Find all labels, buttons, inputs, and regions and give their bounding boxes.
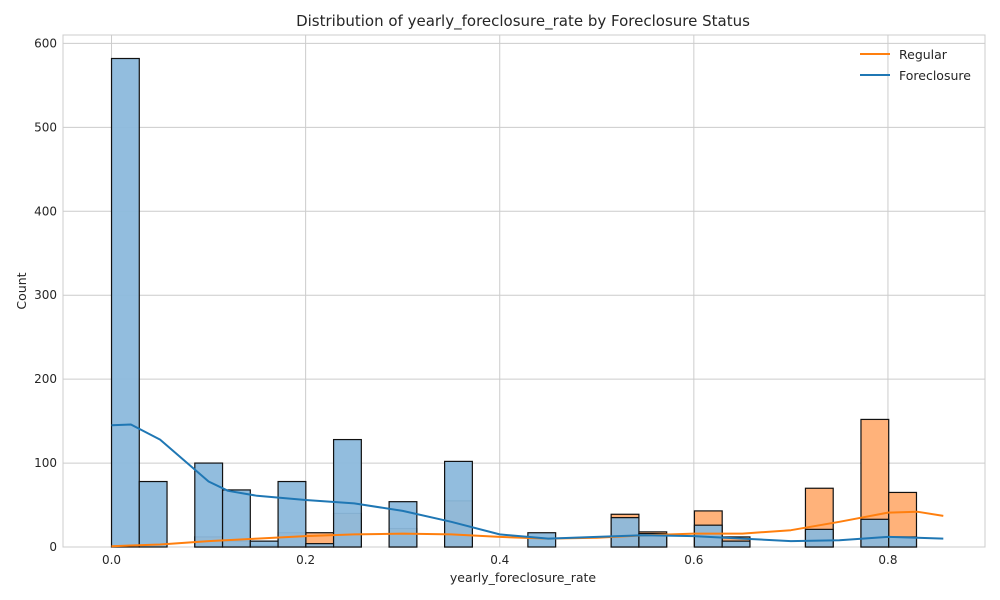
foreclosure-bar	[638, 532, 668, 548]
y-tick-label: 0	[49, 540, 57, 554]
foreclosure-kde-line	[111, 423, 944, 543]
tick-labels: 0.0 0.2 0.4 0.6 0.8 0 100 200 300 400 500 600	[34, 36, 897, 567]
foreclosure-bar	[221, 489, 251, 548]
y-tick-label: 300	[34, 288, 57, 302]
foreclosure-bar	[860, 518, 890, 548]
foreclosure-bar	[721, 540, 751, 548]
x-tick-label: 0.8	[878, 553, 897, 567]
y-tick-label: 200	[34, 372, 57, 386]
y-tick-label: 100	[34, 456, 57, 470]
foreclosure-bar	[138, 480, 168, 548]
x-tick-label: 0.6	[684, 553, 703, 567]
x-axis-label: yearly_foreclosure_rate	[450, 570, 597, 585]
foreclosure-bar	[110, 57, 140, 548]
foreclosure-bar	[249, 540, 279, 548]
plot-area	[62, 34, 986, 548]
foreclosure-bar	[804, 528, 834, 548]
kde-curves	[111, 423, 944, 548]
foreclosure-bar	[332, 438, 362, 548]
legend-label-foreclosure: Foreclosure	[899, 68, 971, 83]
y-tick-label: 400	[34, 204, 57, 218]
y-axis-label: Count	[14, 272, 29, 309]
foreclosure-bar	[305, 543, 335, 548]
y-tick-label: 600	[34, 36, 57, 50]
foreclosure-bar	[610, 517, 640, 548]
foreclosure-bar	[194, 462, 224, 548]
legend-label-regular: Regular	[899, 47, 948, 62]
foreclosure-bar	[527, 532, 557, 548]
y-tick-label: 500	[34, 120, 57, 134]
foreclosure-bar	[444, 460, 473, 548]
chart-title: Distribution of yearly_foreclosure_rate …	[296, 12, 750, 31]
x-tick-label: 0.0	[102, 553, 121, 567]
x-tick-label: 0.4	[490, 553, 509, 567]
legend: Regular Foreclosure	[860, 47, 971, 83]
x-tick-label: 0.2	[296, 553, 315, 567]
